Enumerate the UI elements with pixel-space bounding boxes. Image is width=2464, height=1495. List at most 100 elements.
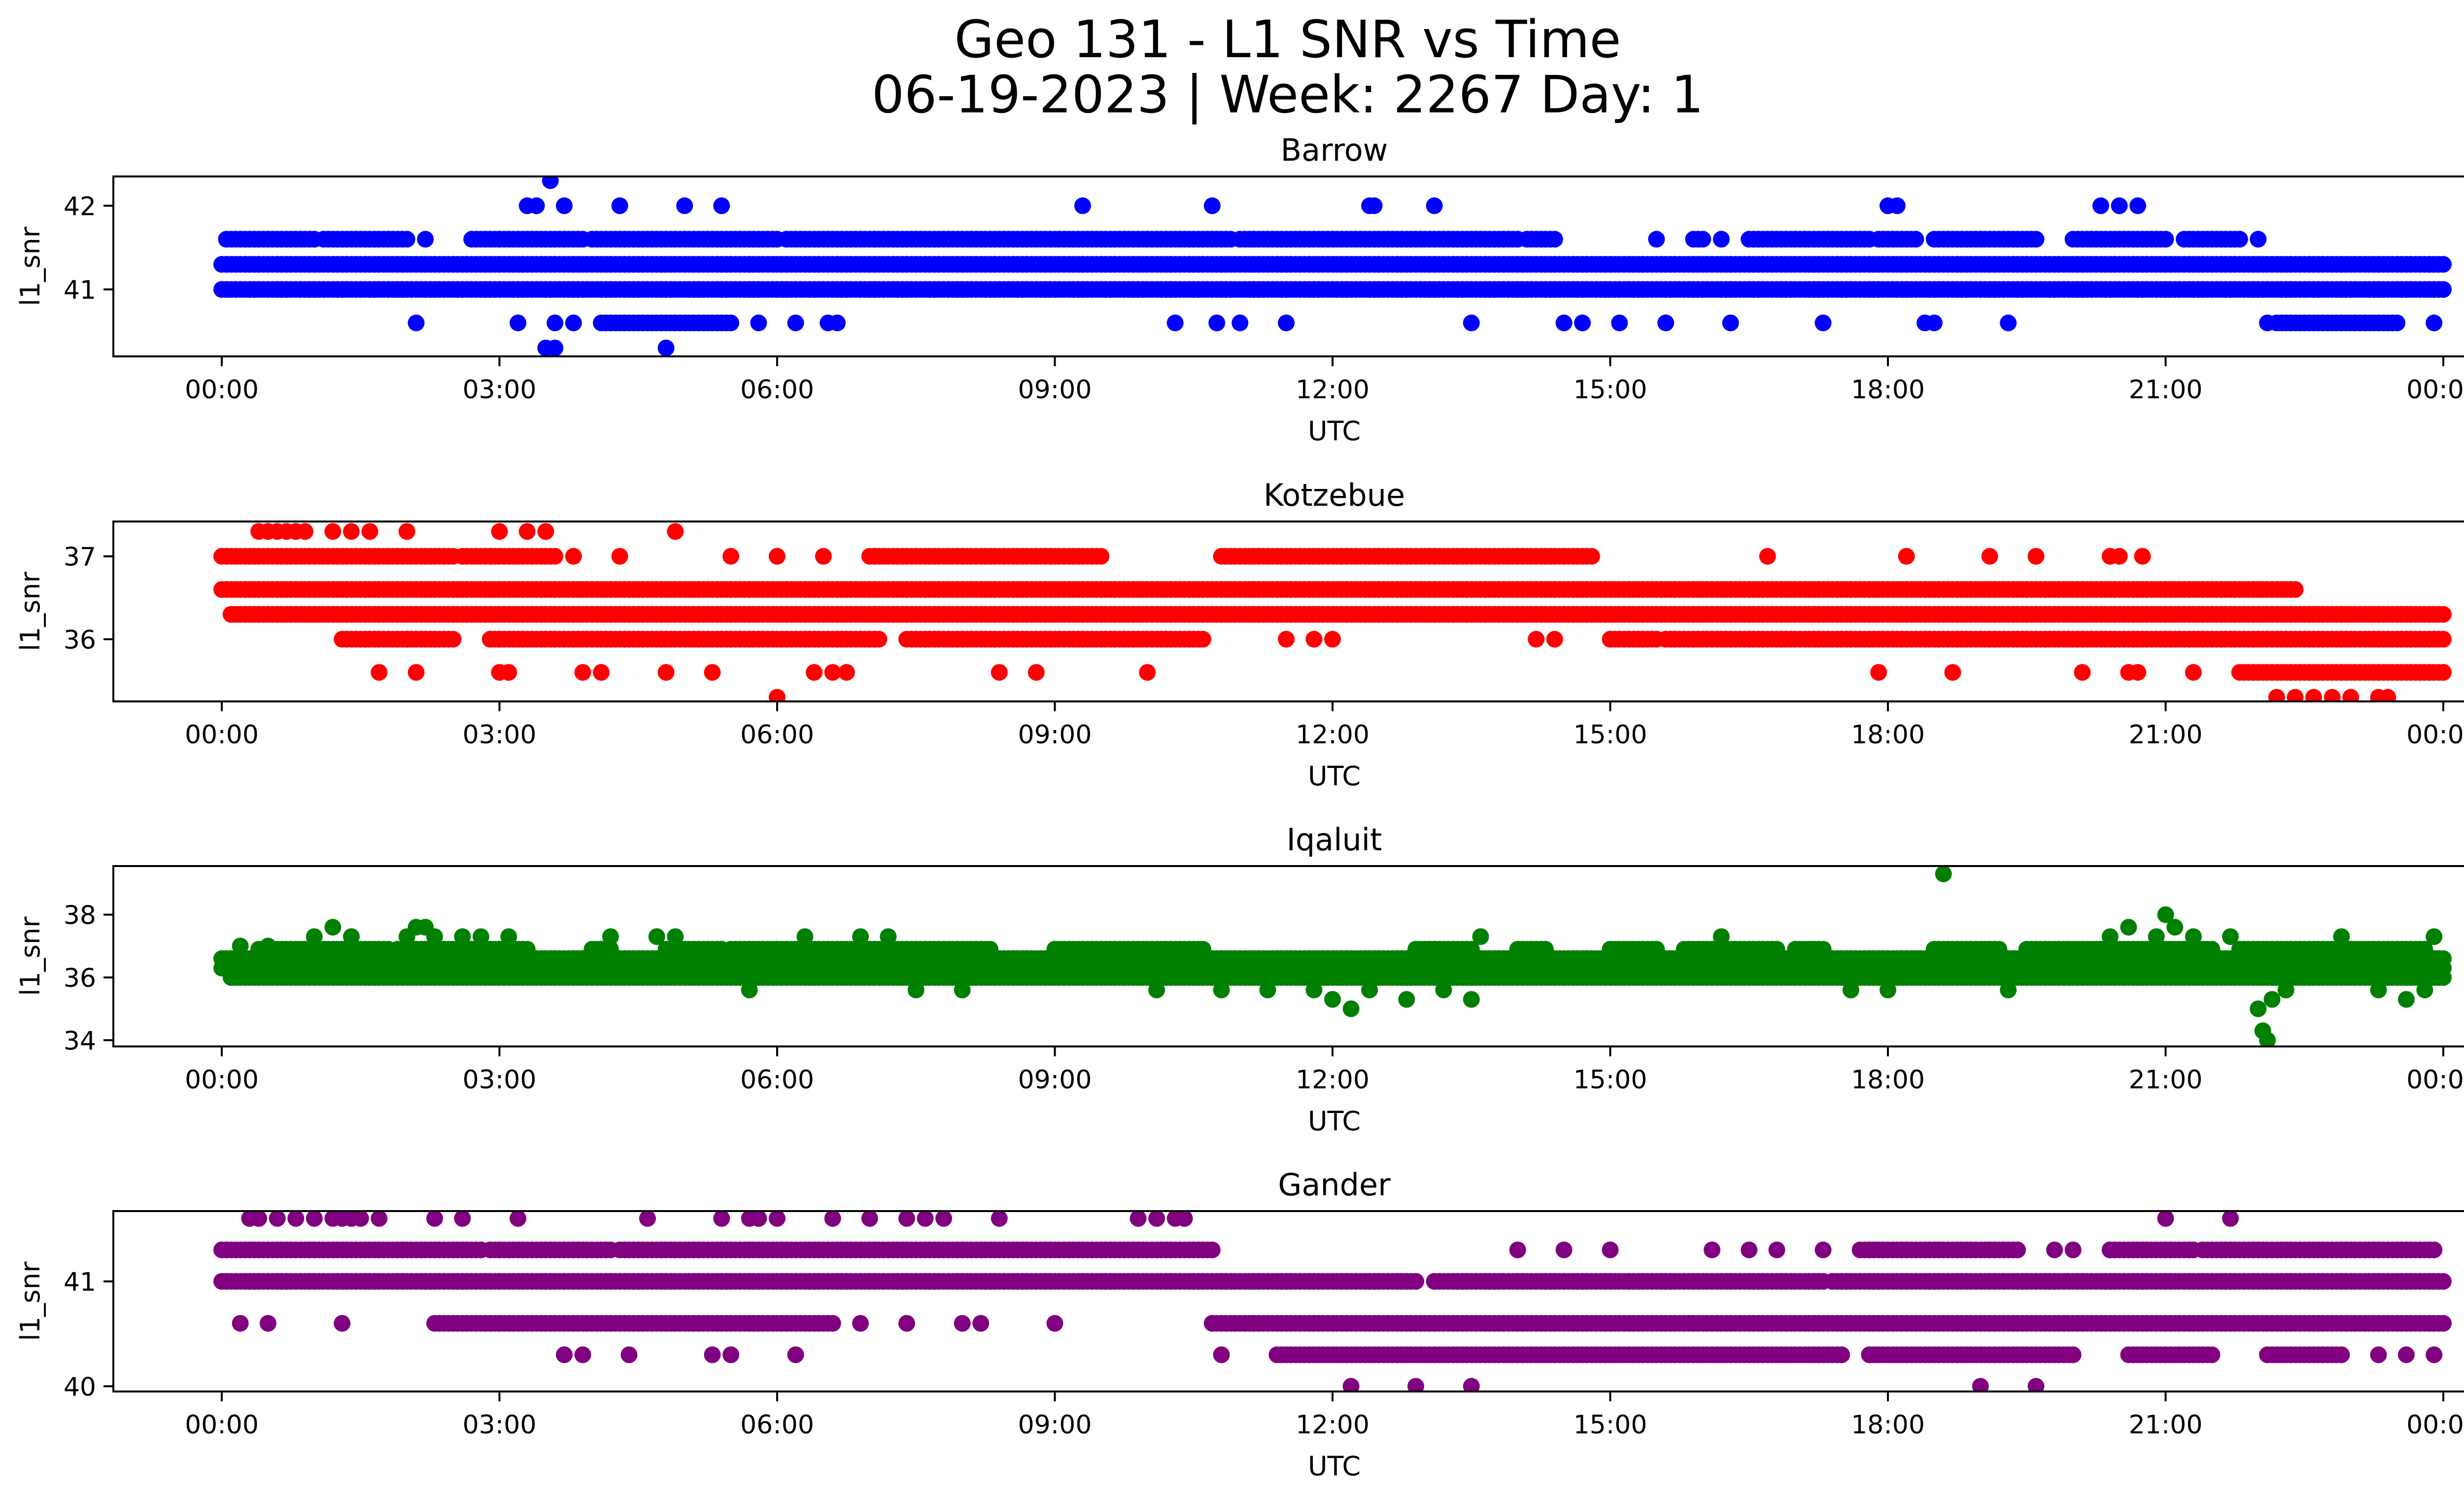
data-point [1648,940,1665,958]
data-point [870,630,888,648]
data-point [510,314,527,332]
data-point [2397,991,2415,1008]
data-point [500,664,517,681]
data-point [537,523,554,540]
x-tick-label: 06:00 [740,720,814,750]
data-point [324,919,342,936]
data-point [1907,231,1924,248]
data-point [2305,689,2322,701]
data-point [1870,664,1887,681]
data-point [232,938,249,955]
x-tick-label: 06:00 [740,1065,814,1095]
x-tick-label: 21:00 [2129,1065,2203,1095]
data-point [1472,928,1489,945]
data-point [611,548,628,565]
data-point [2000,981,2017,999]
data-point [880,928,897,945]
subplot-title: Barrow [1281,132,1388,168]
data-point [343,523,360,540]
data-point [2287,581,2304,598]
data-point [1213,981,1230,999]
data-point [1463,940,1480,958]
data-point [815,548,832,565]
data-point [1148,981,1165,999]
data-point [2435,630,2452,648]
x-tick-label: 03:00 [463,720,537,750]
y-axis-label: l1_snr [15,916,46,996]
data-point [518,523,536,540]
x-tick-label: 12:00 [1296,720,1369,750]
data-point [1232,314,1249,332]
data-point [796,928,814,945]
data-point [824,664,841,681]
data-point [1583,548,1600,565]
x-tick-label: 09:00 [1018,375,1092,405]
data-point [1546,630,1563,648]
data-point [361,523,378,540]
data-point [574,664,591,681]
x-axis-label: UTC [1308,1106,1361,1137]
data-point [1278,314,1295,332]
subplot-title: Kotzebue [1264,477,1405,513]
data-point [1139,664,1156,681]
data-point [2129,197,2147,214]
data-point [2379,689,2396,701]
y-tick-label: 41 [64,276,96,305]
data-point [371,664,388,681]
data-point [713,197,730,214]
data-point [547,314,564,332]
data-point [2185,664,2202,681]
data-point [2101,928,2119,945]
data-point [1888,197,1906,214]
data-point [408,664,425,681]
data-point [1528,630,1545,648]
data-point [2416,981,2433,999]
x-tick-label: 18:00 [1851,1065,1925,1095]
data-point [667,523,684,540]
data-point [1546,231,1563,248]
x-tick-label: 09:00 [1018,1065,1092,1095]
data-point [426,928,443,945]
data-point [2120,919,2137,936]
data-point [343,928,360,945]
data-point [1574,314,1591,332]
data-point [1712,928,1730,945]
data-point [1324,630,1341,648]
data-point [2287,689,2304,701]
x-tick-label: 06:00 [740,375,814,405]
data-point [2277,981,2294,999]
data-point [722,548,740,565]
data-point [2027,231,2045,248]
data-point [722,314,740,332]
data-point [787,314,804,332]
data-point [2259,314,2276,332]
data-point [2074,664,2091,681]
data-point [1435,981,1452,999]
data-point [1898,548,1915,565]
x-tick-label: 21:00 [2129,375,2203,405]
data-point [1712,231,1730,248]
y-tick-label: 38 [64,901,96,931]
data-point [417,231,434,248]
data-point [1925,314,1943,332]
x-tick-label: 15:00 [1574,375,1647,405]
data-point [657,340,675,356]
data-point [2416,940,2433,958]
data-point [704,664,721,681]
data-point [907,981,924,999]
data-point [2111,548,2128,565]
data-point [1814,314,1832,332]
data-point [2426,314,2443,332]
data-point [2222,928,2239,945]
data-point [769,689,786,701]
y-tick-label: 34 [64,1026,96,1056]
data-point [491,523,508,540]
data-point [547,340,564,356]
data-point [648,928,665,945]
x-tick-label: 18:00 [1851,720,1925,750]
data-point [2268,689,2285,701]
data-point [806,664,823,681]
x-tick-label: 12:00 [1296,1065,1369,1095]
